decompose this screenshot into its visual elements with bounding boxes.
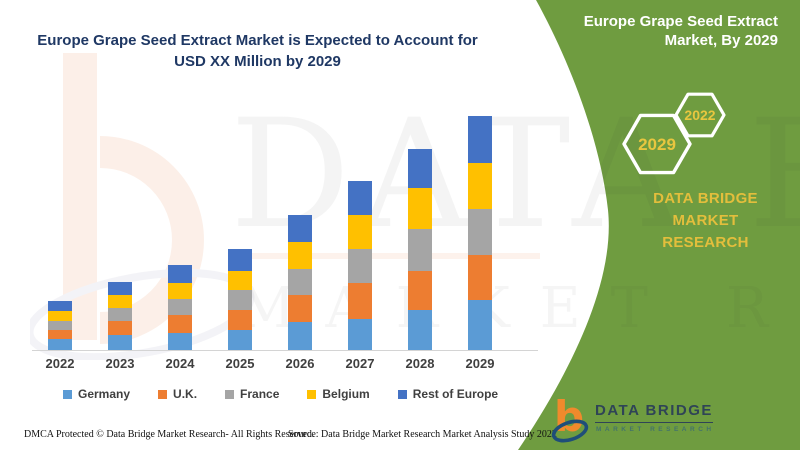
bar-2026 xyxy=(270,100,330,350)
bar-segment-france xyxy=(108,308,132,321)
dbmr-logo-icon: b xyxy=(551,395,589,443)
bar-segment-u-k- xyxy=(228,310,252,330)
bar-segment-germany xyxy=(408,310,432,350)
x-axis-tick-labels: 2022 2023 2024 2025 2026 2027 2028 2029 xyxy=(30,356,510,371)
legend-label: U.K. xyxy=(173,387,198,401)
x-axis-line xyxy=(32,350,538,351)
source-text: Source: Data Bridge Market Research Mark… xyxy=(288,429,557,440)
bar-segment-rest-of-europe xyxy=(408,149,432,188)
bar-segment-france xyxy=(288,269,312,295)
x-tick-2029: 2029 xyxy=(465,356,495,371)
dmca-copyright-text: DMCA Protected © Data Bridge Market Rese… xyxy=(24,429,315,440)
bar-segment-germany xyxy=(468,300,492,350)
bar-2027 xyxy=(330,100,390,350)
legend-swatch xyxy=(307,389,317,399)
legend-label: France xyxy=(240,387,280,401)
hexagon-2029-label: 2029 xyxy=(638,135,676,154)
bar-chart-plot-area xyxy=(30,100,510,350)
bar-segment-france xyxy=(168,299,192,315)
chart-legend: Germany U.K. France Belgium Rest of Europe xyxy=(63,387,498,401)
logo-wordmark: DATA BRIDGE xyxy=(595,402,713,423)
bar-2023 xyxy=(90,100,150,350)
bar-2022 xyxy=(30,100,90,350)
bar-segment-belgium xyxy=(108,295,132,308)
bar-segment-rest-of-europe xyxy=(108,282,132,295)
bar-segment-rest-of-europe xyxy=(168,265,192,283)
bar-segment-germany xyxy=(168,333,192,350)
bar-segment-rest-of-europe xyxy=(228,249,252,271)
legend-item-belgium: Belgium xyxy=(307,387,370,401)
bar-segment-belgium xyxy=(468,163,492,209)
bar-segment-france xyxy=(228,290,252,310)
x-tick-2027: 2027 xyxy=(345,356,375,371)
x-tick-2022: 2022 xyxy=(45,356,75,371)
side-panel-title-line2: Market, By 2029 xyxy=(664,32,778,49)
x-tick-2026: 2026 xyxy=(285,356,315,371)
hexagon-2029 xyxy=(622,113,692,175)
bar-2029 xyxy=(450,100,510,350)
side-panel-brand-line2: RESEARCH xyxy=(662,234,749,251)
logo-subtitle: MARKET RESEARCH xyxy=(596,426,715,433)
bar-segment-france xyxy=(468,209,492,255)
legend-swatch xyxy=(63,389,72,399)
legend-swatch xyxy=(397,389,407,399)
bar-segment-germany xyxy=(228,330,252,350)
bar-segment-belgium xyxy=(288,242,312,269)
legend-item-france: France xyxy=(225,387,279,401)
bar-segment-u-k- xyxy=(108,321,132,335)
bar-segment-rest-of-europe xyxy=(288,215,312,242)
bar-segment-u-k- xyxy=(348,283,372,319)
bar-segment-germany xyxy=(48,339,72,350)
svg-text:b: b xyxy=(554,395,584,441)
chart-title-line1: Europe Grape Seed Extract Market is Expe… xyxy=(37,32,478,49)
legend-item-u-k-: U.K. xyxy=(158,387,197,401)
hexagon-2022 xyxy=(674,92,726,138)
bar-segment-germany xyxy=(348,319,372,350)
x-tick-2023: 2023 xyxy=(105,356,135,371)
side-panel-title-line1: Europe Grape Seed Extract xyxy=(583,13,778,30)
legend-swatch xyxy=(158,389,168,399)
bar-segment-u-k- xyxy=(168,315,192,333)
hexagon-2022-label: 2022 xyxy=(684,107,715,123)
side-panel-brand-line1: DATA BRIDGE MARKET xyxy=(653,190,758,229)
chart-title: Europe Grape Seed Extract Market is Expe… xyxy=(25,30,490,72)
year-hexagons: 2029 2022 xyxy=(622,92,726,175)
bar-segment-u-k- xyxy=(408,271,432,310)
x-tick-2024: 2024 xyxy=(165,356,195,371)
bar-segment-belgium xyxy=(48,311,72,321)
legend-label: Germany xyxy=(78,387,131,401)
bar-segment-france xyxy=(348,249,372,283)
legend-label: Rest of Europe xyxy=(412,387,499,401)
bar-segment-france xyxy=(408,229,432,271)
side-panel-title: Europe Grape Seed Extract Market, By 202… xyxy=(528,12,778,50)
bar-segment-rest-of-europe xyxy=(468,116,492,163)
legend-item-germany: Germany xyxy=(63,387,130,401)
bar-segment-belgium xyxy=(348,215,372,249)
bar-segment-rest-of-europe xyxy=(348,181,372,215)
bar-segment-france xyxy=(48,321,72,330)
bar-segment-germany xyxy=(108,335,132,350)
side-panel-brand: DATA BRIDGE MARKET RESEARCH xyxy=(618,188,793,254)
bar-2028 xyxy=(390,100,450,350)
x-tick-2025: 2025 xyxy=(225,356,255,371)
bar-segment-belgium xyxy=(408,188,432,229)
legend-swatch xyxy=(225,389,235,399)
bar-segment-rest-of-europe xyxy=(48,301,72,311)
bar-segment-belgium xyxy=(168,283,192,299)
bar-segment-u-k- xyxy=(288,295,312,322)
bar-2024 xyxy=(150,100,210,350)
bar-segment-u-k- xyxy=(48,330,72,339)
bar-segment-belgium xyxy=(228,271,252,290)
bar-segment-u-k- xyxy=(468,255,492,300)
bar-2025 xyxy=(210,100,270,350)
bar-segment-germany xyxy=(288,322,312,350)
x-tick-2028: 2028 xyxy=(405,356,435,371)
chart-title-line2: USD XX Million by 2029 xyxy=(174,53,341,70)
legend-label: Belgium xyxy=(322,387,370,401)
legend-item-rest-of-europe: Rest of Europe xyxy=(397,387,499,401)
